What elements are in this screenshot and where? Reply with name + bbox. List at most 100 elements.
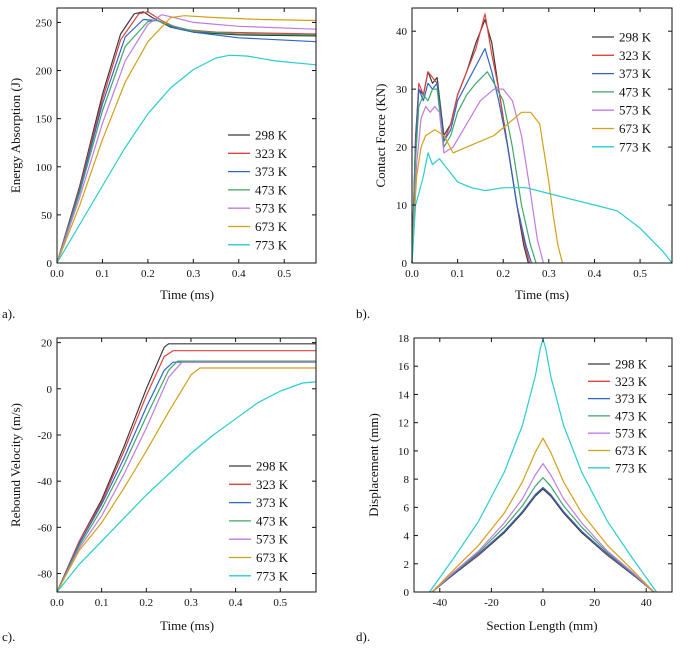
- y-tick-label: -60: [37, 522, 52, 534]
- panel-d: -40 -20 0 20 40 0 2 4 6 8 10 12 14 16 18 Section Length…: [356, 333, 673, 644]
- plot-frame: [56, 337, 317, 593]
- series-line-373k: [56, 18, 317, 264]
- y-tick-label: 20: [396, 142, 408, 154]
- x-tick-label: 40: [641, 597, 653, 609]
- y-tick-label: -40: [37, 476, 52, 488]
- y-axis-label: Rebound Velocity (m/s): [8, 403, 23, 527]
- x-tick-label: 0.5: [277, 268, 291, 280]
- series-line-298k: [56, 11, 317, 264]
- x-tick-label: 0.2: [496, 268, 510, 280]
- legend-label: 298 K: [255, 128, 288, 143]
- x-tick-label: 20: [589, 597, 601, 609]
- legend-label: 373 K: [619, 66, 652, 81]
- x-tick-label: 0: [540, 597, 546, 609]
- series-line-373k: [431, 487, 655, 593]
- y-tick-label: 0: [47, 258, 53, 270]
- y-tick-label: 12: [398, 418, 409, 430]
- y-tick-label: -20: [37, 430, 52, 442]
- x-tick-label: 0.4: [588, 268, 602, 280]
- legend-label: 773 K: [615, 460, 648, 475]
- y-tick-label: 30: [396, 84, 408, 96]
- series-line-673k: [431, 437, 655, 593]
- y-tick-label: 6: [404, 502, 410, 514]
- legend-label: 373 K: [255, 164, 288, 179]
- series-line-673k: [411, 111, 564, 264]
- series-line-473k: [411, 71, 537, 264]
- legend-label: 573 K: [619, 103, 652, 118]
- y-tick-label: 2: [404, 559, 410, 571]
- x-axis-label: Time (ms): [515, 287, 569, 302]
- panel-letter: d).: [356, 629, 370, 644]
- series-line-573k: [56, 14, 317, 264]
- y-tick-label: 16: [398, 361, 410, 373]
- legend-label: 673 K: [256, 550, 289, 565]
- x-tick-label: 0.5: [633, 268, 647, 280]
- plot-frame: [56, 7, 317, 264]
- y-tick-label: 100: [36, 162, 53, 174]
- y-tick-label: 200: [36, 66, 53, 78]
- plot-frame: [411, 7, 673, 264]
- legend-label: 473 K: [619, 84, 652, 99]
- x-axis-label: Section Length (mm): [486, 618, 597, 633]
- legend-label: 673 K: [619, 121, 652, 136]
- x-tick-label: 0.1: [96, 268, 110, 280]
- legend-label: 298 K: [256, 459, 289, 474]
- legend-label: 573 K: [615, 426, 648, 441]
- legend-label: 323 K: [255, 146, 288, 161]
- legend: 298 K 323 K 373 K 473 K 573 K 673 K 773 K: [588, 357, 648, 475]
- legend-label: 473 K: [255, 182, 288, 197]
- series-line-773k: [56, 54, 317, 264]
- x-tick-label: 0.2: [141, 268, 155, 280]
- panel-c: 0.0 0.1 0.2 0.3 0.4 0.5 -80 -60 -40 -20 0 20 Time (m…: [2, 337, 317, 644]
- legend-label: 323 K: [619, 48, 652, 63]
- legend-label: 473 K: [615, 408, 648, 423]
- panel-letter: a).: [2, 306, 15, 321]
- legend-label: 373 K: [615, 391, 648, 406]
- y-tick-label: 8: [404, 474, 410, 486]
- y-tick-label: 10: [398, 446, 410, 458]
- legend: 298 K 323 K 373 K 473 K 573 K 673 K 773 K: [228, 128, 288, 252]
- series-line-473k: [431, 477, 655, 593]
- series-line-673k: [56, 367, 316, 593]
- legend-label: 673 K: [255, 219, 288, 234]
- series-line-573k: [431, 463, 655, 593]
- panel-letter: b).: [356, 306, 370, 321]
- y-tick-label: 14: [398, 389, 410, 401]
- y-tick-label: 150: [36, 114, 53, 126]
- series-line-323k: [56, 350, 316, 593]
- legend-label: 323 K: [256, 477, 289, 492]
- x-tick-label: 0.1: [451, 268, 465, 280]
- series-line-473k: [56, 360, 316, 593]
- series-line-573k: [411, 88, 544, 264]
- series-line-323k: [411, 13, 531, 264]
- x-tick-label: 0.2: [139, 597, 153, 609]
- legend-label: 773 K: [255, 237, 288, 252]
- legend-label: 773 K: [256, 568, 289, 583]
- y-tick-label: -80: [37, 569, 52, 581]
- x-tick-label: 0.4: [232, 268, 246, 280]
- x-tick-label: 0.3: [542, 268, 556, 280]
- series-line-773k: [56, 381, 317, 593]
- x-tick-label: 0.5: [273, 597, 287, 609]
- x-axis-label: Time (ms): [160, 618, 214, 633]
- x-tick-label: -40: [432, 597, 447, 609]
- legend-label: 373 K: [256, 495, 289, 510]
- legend: 298 K 323 K 373 K 473 K 573 K 673 K 773 K: [592, 30, 652, 154]
- x-tick-label: -20: [484, 597, 499, 609]
- y-tick-label: 20: [41, 338, 53, 350]
- series-line-373k: [411, 47, 533, 264]
- y-tick-label: 0: [47, 384, 53, 396]
- legend-label: 298 K: [619, 30, 652, 45]
- legend-label: 473 K: [256, 513, 289, 528]
- legend-label: 323 K: [615, 374, 648, 389]
- panel-b: 0.0 0.1 0.2 0.3 0.4 0.5 0 10 20 30 40 Time (ms) Cont…: [356, 7, 673, 321]
- x-axis-label: Time (ms): [160, 287, 214, 302]
- legend-label: 773 K: [619, 139, 652, 154]
- y-tick-label: 50: [41, 210, 53, 222]
- legend-label: 298 K: [615, 357, 648, 372]
- series-line-773k: [411, 152, 673, 264]
- y-tick-label: 250: [36, 17, 53, 29]
- x-tick-label: 0.4: [229, 597, 243, 609]
- legend-label: 673 K: [615, 443, 648, 458]
